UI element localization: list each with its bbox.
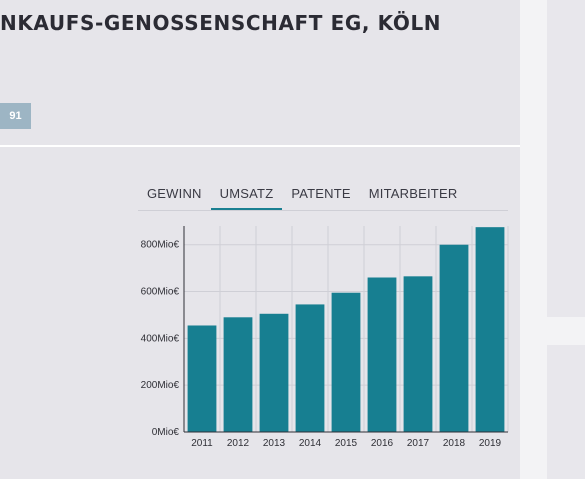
x-tick-label: 2013 — [263, 438, 286, 449]
x-tick-label: 2012 — [227, 438, 250, 449]
chart-bar — [187, 325, 217, 432]
x-tick-label: 2011 — [191, 438, 213, 449]
tabs-underline — [138, 210, 508, 211]
x-tick-label: 2017 — [407, 438, 430, 449]
right-sidebar — [520, 0, 585, 479]
page-title: NKAUFS-GENOSSENSCHAFT EG, KÖLN — [0, 11, 442, 35]
tab-mitarbeiter[interactable]: MITARBEITER — [368, 185, 458, 201]
y-tick-label: 400Mio€ — [141, 333, 180, 344]
tab-umsatz[interactable]: UMSATZ — [210, 178, 283, 210]
chart-bar — [403, 276, 433, 432]
sidebar-card — [547, 0, 585, 317]
x-tick-label: 2015 — [335, 438, 358, 449]
sidebar-card — [547, 345, 585, 479]
chart-tabs: GEWINN UMSATZ PATENTE MITARBEITER — [138, 178, 466, 210]
chart-bar — [439, 244, 469, 432]
y-tick-label: 200Mio€ — [141, 380, 180, 391]
section-divider — [0, 145, 520, 147]
x-tick-label: 2014 — [299, 438, 322, 449]
chart-bar — [331, 292, 361, 432]
tab-patente[interactable]: PATENTE — [291, 185, 351, 201]
chart-bar — [367, 277, 397, 432]
x-tick-label: 2018 — [443, 438, 466, 449]
chart-bar — [475, 227, 505, 432]
y-tick-label: 800Mio€ — [141, 240, 180, 251]
y-tick-label: 0Mio€ — [152, 427, 180, 438]
chart-bar — [259, 313, 289, 432]
x-tick-label: 2016 — [371, 438, 394, 449]
chart-bar — [295, 304, 325, 432]
tab-gewinn[interactable]: GEWINN — [147, 185, 202, 201]
x-tick-label: 2019 — [479, 438, 502, 449]
chart-bar — [223, 317, 253, 432]
tag-badge: 91 — [0, 103, 31, 129]
y-tick-label: 600Mio€ — [141, 287, 180, 298]
